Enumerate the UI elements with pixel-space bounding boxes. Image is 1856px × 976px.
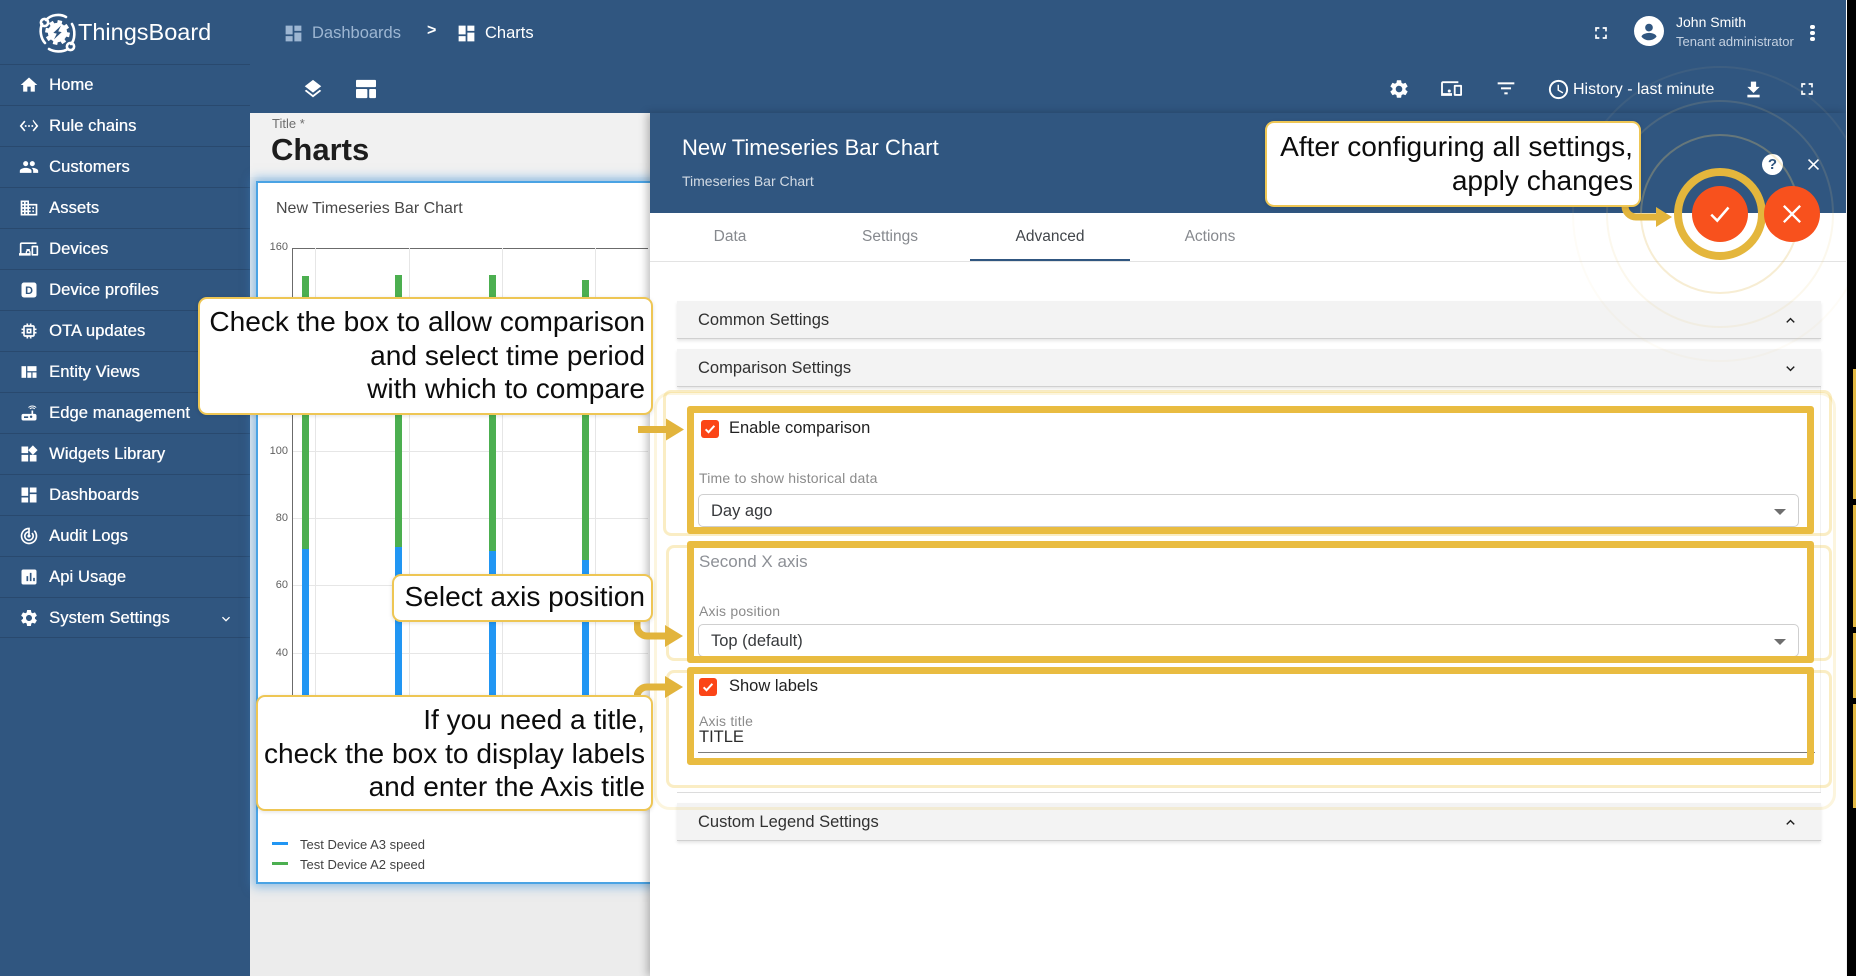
svg-text:D: D (25, 285, 33, 297)
